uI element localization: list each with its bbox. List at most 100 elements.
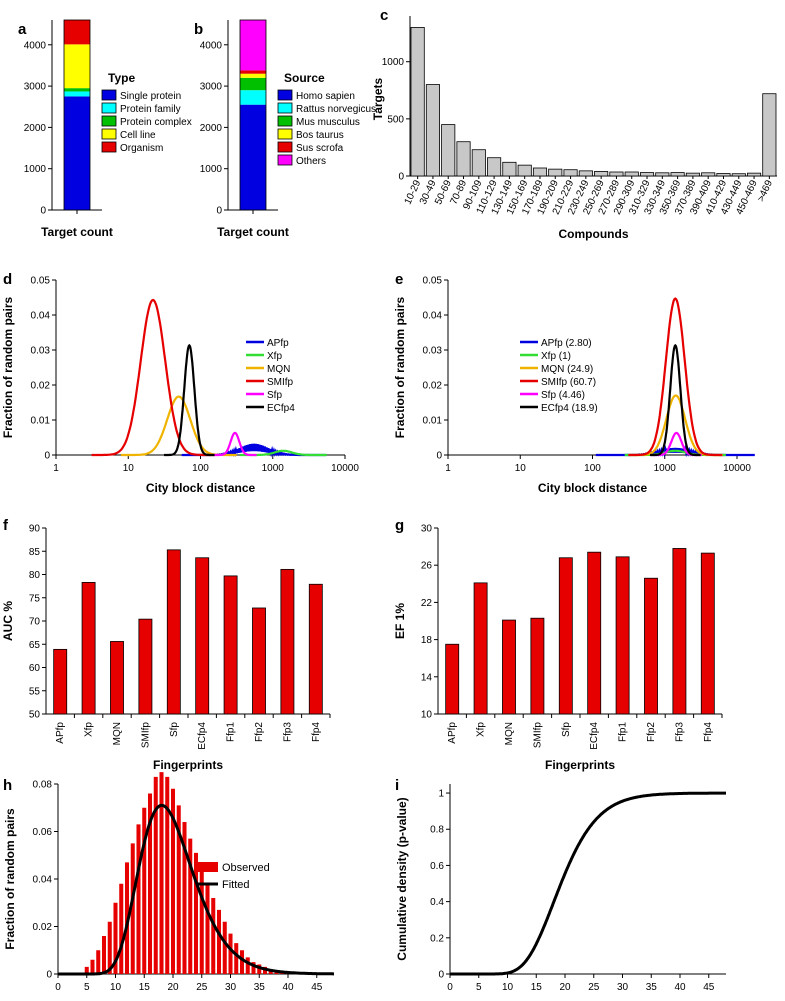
i-y-tick-label: 0.2 xyxy=(430,933,444,944)
c-bar xyxy=(441,124,456,177)
b-segment-1 xyxy=(240,90,266,105)
a-y-tick-label: 4000 xyxy=(24,40,47,51)
g-ylabel: EF 1% xyxy=(393,603,407,639)
a-legend-entry: Organism xyxy=(120,143,163,154)
i-x-tick-label: 15 xyxy=(531,982,543,993)
f-bar xyxy=(195,557,210,715)
h-bar xyxy=(222,921,227,974)
f-y-tick-label: 80 xyxy=(29,570,41,581)
f-y-tick-label: 60 xyxy=(29,663,41,674)
b-bar-segment xyxy=(240,73,266,78)
d-ylabel: Fraction of random pairs xyxy=(1,297,15,439)
d-y-tick-label: 0.01 xyxy=(31,416,51,427)
a-bar-segment xyxy=(64,91,90,97)
h-x-tick-label: 35 xyxy=(254,982,266,993)
e-legend-entry: SMIfp (60.7) xyxy=(541,377,596,388)
c-bar xyxy=(594,171,609,177)
i-x-tick-label: 5 xyxy=(476,982,482,993)
f-bar xyxy=(280,568,295,715)
h-y-tick-label: 0.02 xyxy=(33,922,53,933)
d-legend-entry: MQN xyxy=(267,364,290,375)
h-x-tick-label: 45 xyxy=(311,982,323,993)
g-x-tick-label: Sfp xyxy=(561,722,572,737)
e-y-tick-label: 0.02 xyxy=(423,381,443,392)
e-series-line xyxy=(650,343,701,457)
g-y-tick-label: 26 xyxy=(421,561,433,572)
c-bar xyxy=(716,173,731,177)
a-legend-swatch xyxy=(101,89,117,101)
b-y-tick-label: 3000 xyxy=(200,82,223,93)
e-ylabel: Fraction of random pairs xyxy=(393,297,407,439)
panel-b: b 0 1000 2000 3000 4000 Target count Source Homo… xyxy=(194,19,376,239)
h-bar xyxy=(216,909,222,974)
c-bar xyxy=(685,172,700,177)
d-y-tick-label: 0 xyxy=(44,451,50,462)
b-legend-swatch xyxy=(277,115,293,127)
h-bar xyxy=(239,950,245,974)
h-x-tick-label: 10 xyxy=(110,982,122,993)
b-bar-segment xyxy=(240,77,266,91)
a-bar-segment xyxy=(64,96,90,210)
b-segment-3 xyxy=(240,73,266,78)
e-series-line xyxy=(628,394,723,457)
b-segment-5 xyxy=(240,20,266,71)
g-bar xyxy=(615,556,630,715)
b-legend-entry: Sus scrofa xyxy=(296,143,344,154)
i-y-tick-label: 0.4 xyxy=(430,897,444,908)
h-bar xyxy=(257,964,262,974)
h-legend-swatch xyxy=(196,862,218,872)
b-bar-segment xyxy=(240,90,266,105)
f-bar xyxy=(252,607,266,715)
h-bar xyxy=(188,838,193,974)
c-x-tick-label: >469 xyxy=(756,178,776,203)
h-bar xyxy=(245,957,250,974)
h-bar xyxy=(234,943,239,974)
i-x-tick-label: 45 xyxy=(703,982,715,993)
a-legend-title: Type xyxy=(108,71,135,85)
f-bar xyxy=(53,648,68,715)
i-y-tick-label: 0.8 xyxy=(430,825,444,836)
g-x-tick-label: Ffp1 xyxy=(618,722,629,742)
c-bar xyxy=(731,173,746,177)
b-segment-2 xyxy=(240,77,266,91)
d-series-line xyxy=(91,298,215,457)
c-xlabel: Compounds xyxy=(559,227,629,241)
f-bar xyxy=(166,549,181,715)
h-x-tick-label: 5 xyxy=(84,982,90,993)
panel-label-e: e xyxy=(395,271,403,288)
e-x-tick-label: 1000 xyxy=(654,463,677,474)
panel-i: i00.20.40.60.810 5 10 15 20 25 30 35 40 45Cumulat… xyxy=(395,777,726,1001)
panel-label-h: h xyxy=(3,777,12,794)
a-y-tick-label: 2000 xyxy=(24,123,47,134)
d-legend-entry: SMIfp xyxy=(267,377,294,388)
a-y-tick-label: 1000 xyxy=(24,164,47,175)
a-segment-4 xyxy=(64,20,90,45)
g-y-tick-label: 14 xyxy=(421,672,433,683)
g-bar xyxy=(530,617,545,715)
d-legend-entry: ECfp4 xyxy=(267,403,295,414)
i-x-tick-label: 0 xyxy=(447,982,453,993)
h-bar xyxy=(251,962,256,974)
panel-label-i: i xyxy=(395,777,399,794)
d-x-tick-label: 1000 xyxy=(262,463,285,474)
h-bar xyxy=(205,883,210,974)
i-xlabel: City block distance xyxy=(533,999,643,1001)
h-bar xyxy=(159,772,164,974)
i-y-tick-label: 0.6 xyxy=(430,861,444,872)
a-segment-0 xyxy=(64,96,90,210)
b-xlabel: Target count xyxy=(217,225,289,239)
e-legend-entry: MQN (24.9) xyxy=(541,364,593,375)
b-y-tick-label: 4000 xyxy=(200,40,223,51)
e-x-tick-label: 10000 xyxy=(723,463,751,474)
h-x-tick-label: 40 xyxy=(282,982,294,993)
panel-c: c0500100010-2930-4950-6970-8990-109110-1… xyxy=(371,7,777,241)
c-bar xyxy=(639,172,655,177)
a-legend-swatch xyxy=(101,102,117,114)
panel-d: d 0 0.01 0.02 0.03 0.04 0.05 1 10 100 1000 10000 APf… xyxy=(1,271,359,495)
a-bar-segment xyxy=(64,20,90,45)
g-y-tick-label: 30 xyxy=(421,524,433,535)
a-bar-segment xyxy=(64,88,90,92)
f-y-tick-label: 50 xyxy=(29,710,41,721)
a-legend-entry: Protein family xyxy=(120,104,181,115)
